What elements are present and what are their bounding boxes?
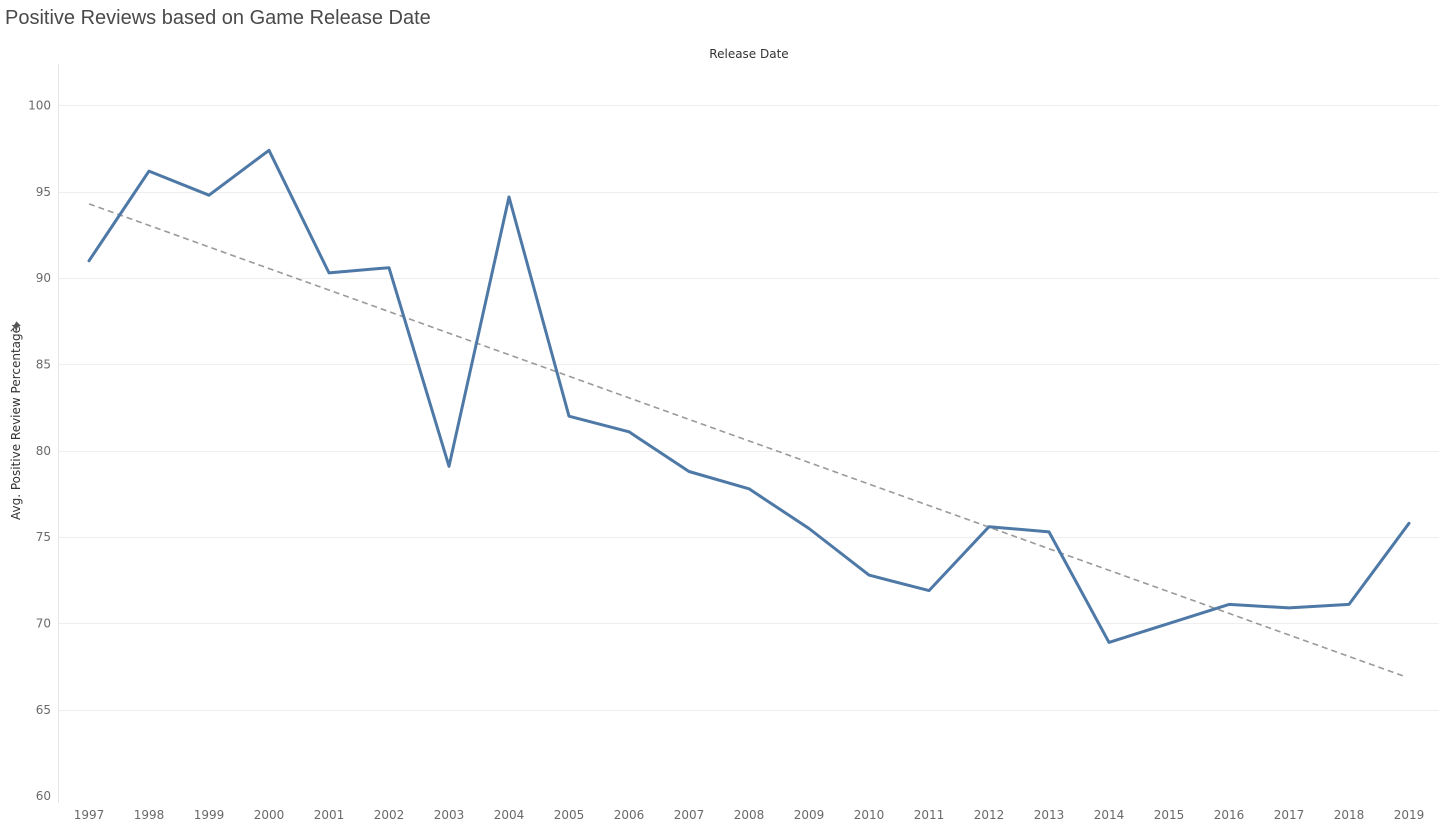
x-tick-layer: 1997 1998 1999 2000 2001 2002 2003 2004 2005 2006… [74, 808, 1425, 822]
y-tick-label: 100 [28, 98, 51, 112]
data-point[interactable] [203, 189, 215, 201]
x-tick-label: 2016 [1214, 808, 1245, 822]
x-tick-label: 2005 [554, 808, 585, 822]
data-point[interactable] [623, 426, 635, 438]
data-point[interactable] [1403, 517, 1415, 529]
x-tick-label: 2019 [1394, 808, 1425, 822]
series-line [87, 148, 1411, 644]
y-axis-title-group: Avg. Positive Review Percentage [9, 326, 23, 520]
data-point[interactable] [323, 267, 335, 279]
y-axis-title: Avg. Positive Review Percentage [9, 326, 23, 520]
y-tick-label: 60 [36, 789, 51, 803]
data-point[interactable] [1343, 598, 1355, 610]
data-point[interactable] [1283, 602, 1295, 614]
x-tick-label: 2011 [914, 808, 945, 822]
x-axis-title: Release Date [709, 47, 788, 61]
y-tick-label: 70 [36, 616, 51, 630]
y-tick-label: 85 [36, 357, 51, 371]
x-tick-label: 2003 [434, 808, 465, 822]
data-point[interactable] [1043, 526, 1055, 538]
x-tick-label: 2000 [254, 808, 285, 822]
x-tick-label: 2004 [494, 808, 525, 822]
x-tick-label: 2014 [1094, 808, 1125, 822]
data-point[interactable] [1103, 636, 1115, 648]
x-tick-label: 2001 [314, 808, 345, 822]
grid-layer [59, 105, 1439, 711]
data-point[interactable] [1223, 598, 1235, 610]
x-tick-label: 2010 [854, 808, 885, 822]
data-point[interactable] [143, 165, 155, 177]
chart-title: Positive Reviews based on Game Release D… [5, 7, 431, 29]
trend-line [88, 203, 1407, 678]
x-tick-label: 1998 [134, 808, 165, 822]
y-tick-label: 95 [36, 185, 51, 199]
x-tick-label: 1997 [74, 808, 105, 822]
data-point[interactable] [683, 465, 695, 477]
data-point[interactable] [503, 191, 515, 203]
x-tick-label: 2018 [1334, 808, 1365, 822]
data-point[interactable] [863, 569, 875, 581]
data-point[interactable] [803, 522, 815, 534]
x-tick-label: 2009 [794, 808, 825, 822]
data-point[interactable] [983, 521, 995, 533]
x-tick-label: 2013 [1034, 808, 1065, 822]
data-point[interactable] [443, 460, 455, 472]
data-point[interactable] [743, 483, 755, 495]
trendline-layer [88, 203, 1407, 678]
x-tick-label: 1999 [194, 808, 225, 822]
x-tick-label: 2007 [674, 808, 705, 822]
data-point[interactable] [263, 144, 275, 156]
y-tick-layer: 60 65 70 75 80 85 90 95 100 [28, 98, 51, 803]
x-tick-label: 2002 [374, 808, 405, 822]
data-point[interactable] [563, 410, 575, 422]
series-layer [83, 144, 1415, 648]
x-tick-label: 2008 [734, 808, 765, 822]
data-point[interactable] [923, 585, 935, 597]
y-tick-label: 75 [36, 530, 51, 544]
y-tick-label: 65 [36, 703, 51, 717]
data-point[interactable] [83, 255, 95, 267]
x-tick-label: 2012 [974, 808, 1005, 822]
y-tick-label: 90 [36, 271, 51, 285]
pin-icon[interactable] [8, 321, 21, 334]
x-tick-label: 2006 [614, 808, 645, 822]
y-tick-label: 80 [36, 444, 51, 458]
data-point[interactable] [1163, 617, 1175, 629]
x-tick-label: 2015 [1154, 808, 1185, 822]
data-point[interactable] [383, 262, 395, 274]
x-tick-label: 2017 [1274, 808, 1305, 822]
